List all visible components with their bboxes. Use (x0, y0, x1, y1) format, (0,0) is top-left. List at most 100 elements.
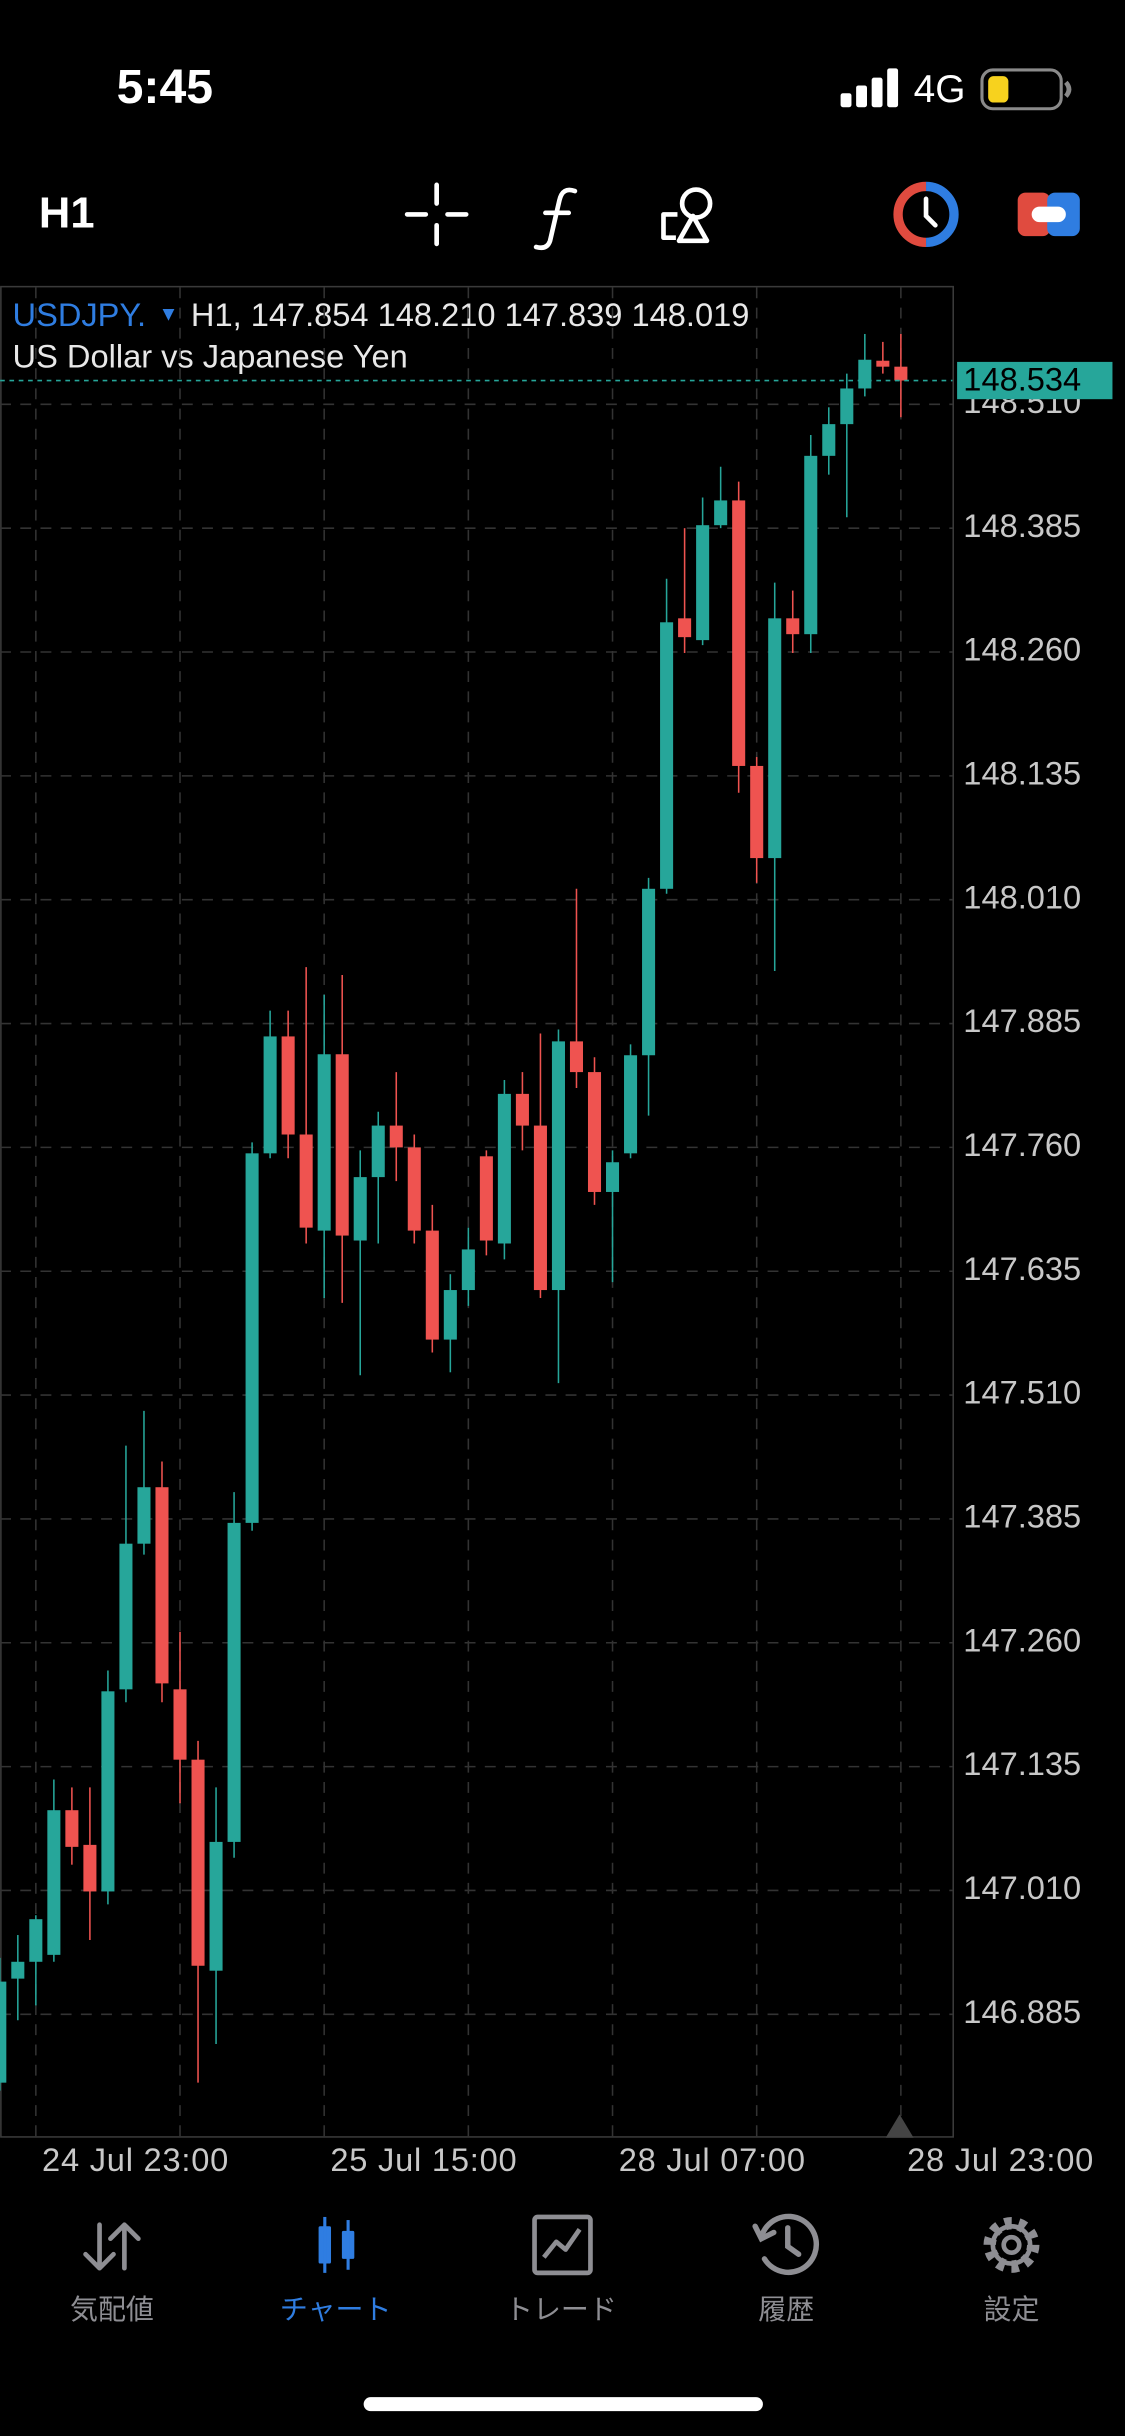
timeframe-button[interactable]: H1 (39, 189, 95, 237)
candle-body (894, 366, 908, 381)
candle-body (479, 1156, 493, 1241)
tab-label[interactable]: トレード (505, 2294, 617, 2325)
candle-body (443, 1290, 457, 1340)
candle-body (155, 1487, 169, 1684)
signal-icon (840, 68, 899, 108)
symbol: USDJPY. (13, 296, 147, 333)
tab-label[interactable]: 履歴 (758, 2294, 814, 2325)
candle-body (750, 765, 764, 859)
y-tick-label: 147.135 (963, 1745, 1081, 1782)
candle-body (11, 1961, 25, 1979)
candle-body (281, 1036, 295, 1135)
candle-body (65, 1810, 79, 1847)
trade-signals-button[interactable] (893, 181, 959, 248)
candle-body (191, 1759, 205, 1966)
candle-body (29, 1919, 43, 1962)
candle-body (606, 1162, 620, 1192)
y-tick-label: 147.260 (963, 1621, 1081, 1658)
candle-body (569, 1041, 584, 1073)
candle-body (101, 1691, 115, 1892)
candle-body (768, 618, 782, 859)
candle-body (804, 455, 818, 635)
x-tick-label: 28 Jul 07:00 (619, 2141, 806, 2178)
candle-body (786, 618, 800, 635)
candle-body (587, 1072, 602, 1192)
y-tick-label: 147.760 (963, 1126, 1081, 1163)
tab-icon-settings (983, 2216, 1040, 2273)
candle-body (263, 1036, 277, 1154)
home-indicator (363, 2397, 763, 2412)
candle-body (533, 1125, 547, 1291)
y-tick-label: 147.385 (963, 1498, 1081, 1535)
candle-body (245, 1153, 259, 1523)
crosshair-button[interactable] (404, 182, 469, 247)
x-tick-label: 25 Jul 15:00 (330, 2141, 517, 2178)
candle-body (317, 1054, 331, 1231)
y-tick-label: 147.635 (963, 1250, 1081, 1287)
x-tick-label: 24 Jul 23:00 (42, 2141, 229, 2178)
candle-body (461, 1249, 475, 1291)
candle-body (696, 525, 710, 641)
chart-header: USDJPY. ▼ H1, 147.854 148.210 147.839 148.… (13, 296, 750, 333)
candle-body (371, 1125, 385, 1178)
candle-body (678, 618, 692, 638)
battery-icon (980, 68, 1072, 111)
candle-body (840, 388, 854, 425)
last-price-box (957, 361, 1113, 400)
candle-body (0, 1981, 7, 2083)
candle-body (137, 1487, 151, 1544)
candle-body (173, 1689, 187, 1760)
candle-body (353, 1177, 367, 1241)
x-tick-label: 28 Jul 23:00 (907, 2141, 1094, 2178)
tab-icon-quotes (83, 2222, 141, 2271)
y-tick-label: 148.135 (963, 754, 1081, 791)
candle-body (515, 1093, 529, 1126)
candle-body (660, 622, 674, 889)
tab-label[interactable]: チャート (280, 2294, 392, 2325)
y-tick-label: 148.010 (963, 878, 1081, 915)
tab-label[interactable]: 設定 (984, 2294, 1040, 2325)
tab-icon-chart (318, 2216, 355, 2273)
symbol-marker: ▼ (158, 304, 178, 326)
candle-body (822, 424, 836, 456)
candle-body (497, 1093, 511, 1244)
y-tick-label: 148.385 (963, 507, 1081, 544)
one-click-trading-button[interactable] (1017, 192, 1080, 237)
chart-frame (0, 285, 954, 2138)
network-type: 4G (914, 68, 966, 111)
candle-body (47, 1810, 61, 1955)
ohlc-text: H1, 147.854 148.210 147.839 148.019 (191, 296, 749, 333)
status-time: 5:45 (117, 60, 213, 114)
candle-body (858, 359, 872, 389)
candle-body (551, 1041, 565, 1291)
candle-body (227, 1522, 241, 1842)
y-tick-label: 147.510 (963, 1374, 1081, 1411)
indicators-button[interactable] (533, 187, 578, 251)
candle-body (389, 1125, 403, 1148)
chart-subtitle: US Dollar vs Japanese Yen (13, 337, 408, 374)
y-tick-label: 147.885 (963, 1002, 1081, 1039)
candle-body (714, 500, 728, 526)
plot (0, 287, 953, 2137)
y-tick-label: 148.260 (963, 631, 1081, 668)
candle-body (209, 1841, 223, 1971)
candle-body (876, 360, 890, 367)
tab-icon-history (752, 2213, 819, 2275)
candle-body (732, 500, 746, 766)
scroll-marker (885, 2114, 914, 2138)
candle-body (335, 1054, 349, 1236)
candle-body (299, 1134, 313, 1228)
y-tick-label: 147.010 (963, 1869, 1081, 1906)
y-tick-label: 146.885 (963, 1993, 1081, 2030)
candle-body (119, 1543, 133, 1690)
candle-body (624, 1055, 638, 1154)
tab-label[interactable]: 気配値 (70, 2294, 154, 2325)
objects-button[interactable] (661, 187, 713, 244)
candle-body (407, 1147, 421, 1231)
candle-body (642, 888, 656, 1056)
last-price-label: 148.534 (963, 361, 1081, 398)
candle-body (83, 1844, 97, 1892)
tab-icon-trade (532, 2214, 593, 2276)
